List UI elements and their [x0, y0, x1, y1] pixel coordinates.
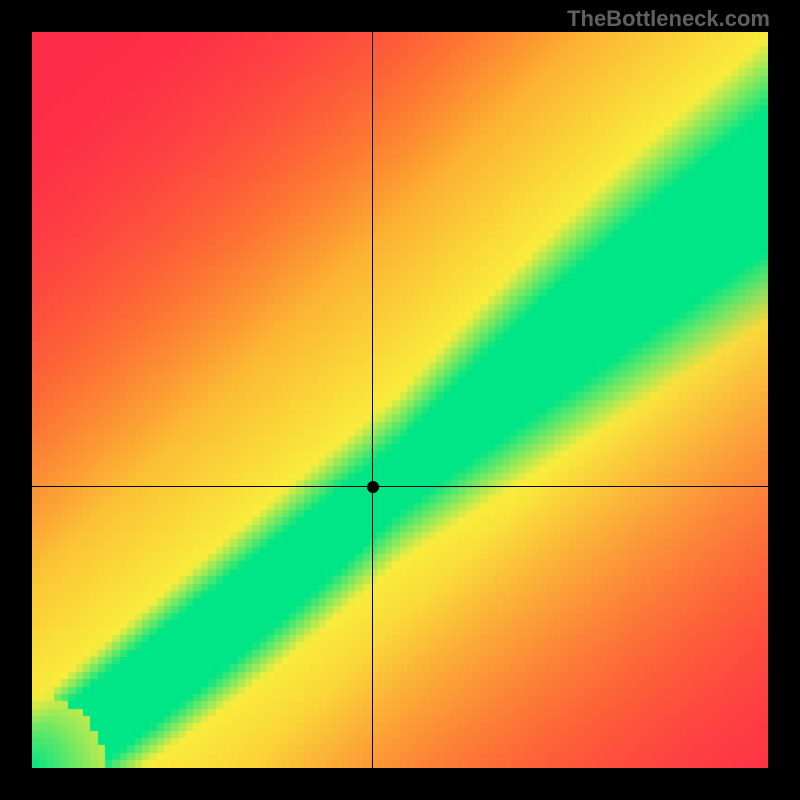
crosshair-horizontal [32, 486, 768, 487]
bottleneck-heatmap [32, 32, 768, 768]
watermark-text: TheBottleneck.com [567, 6, 770, 32]
chart-container: TheBottleneck.com [0, 0, 800, 800]
crosshair-vertical [372, 32, 373, 768]
selection-marker [367, 481, 379, 493]
